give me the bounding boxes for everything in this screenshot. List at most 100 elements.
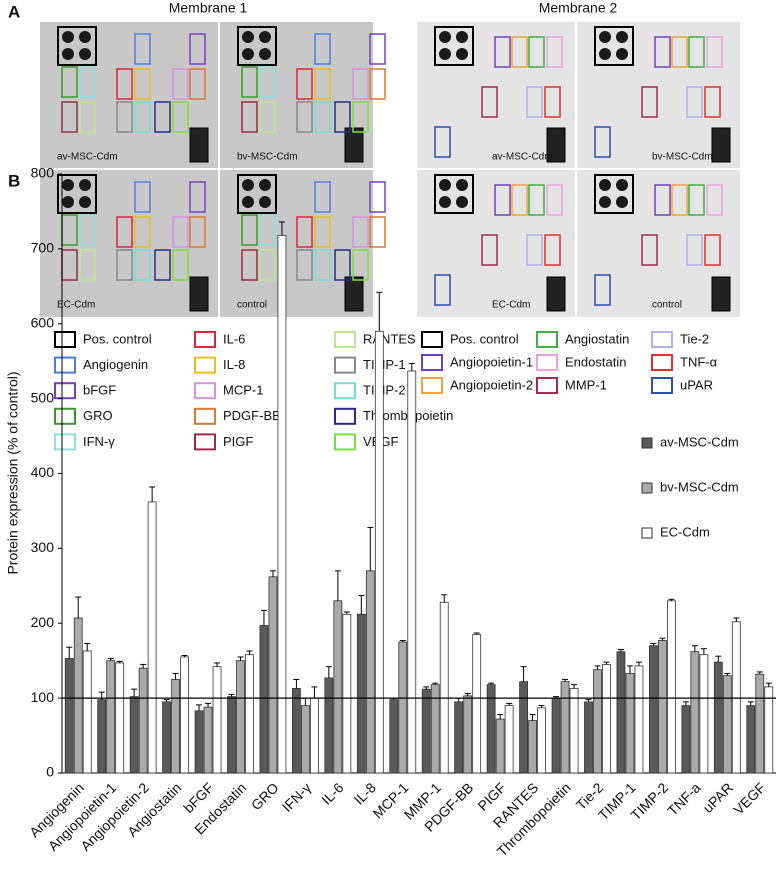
spot-box [526,234,543,266]
legend-label: IL-6 [223,331,245,346]
y-tick-label: 600 [31,314,55,330]
legend-label: Endostatin [565,354,626,369]
spot-box [296,101,313,133]
bar [537,707,546,774]
spot-box [259,214,276,246]
legend-label: Tie-2 [680,331,709,346]
pos-control-box [57,174,97,214]
legend-label: bFGF [83,383,116,398]
spot-box [511,36,528,68]
spot [79,31,91,43]
legend-label: MMP-1 [565,377,607,392]
spot-box [369,181,386,213]
spot-box [704,86,721,118]
bar [454,701,464,774]
bar [569,687,579,774]
legend-label: uPAR [680,377,713,392]
spot-box [334,101,351,133]
legend-label: PDGF-BB [223,408,281,423]
bar [301,705,310,774]
y-tick-label: 300 [31,539,55,555]
spot [456,179,468,191]
spot-box [594,126,611,158]
spot-box [641,86,658,118]
legend-swatch [334,331,356,348]
legend-label: IL-8 [223,357,245,372]
membrane-title: Membrane 2 [539,0,618,16]
spot [259,179,271,191]
sample-label: control [652,300,682,311]
bar [333,600,343,774]
spot [79,48,91,60]
spot [62,196,74,208]
legend-swatch [54,382,76,400]
spot-box [134,216,151,248]
legend-swatch [536,377,558,394]
bar [713,661,723,774]
spot-box [154,101,171,133]
bar [528,720,537,774]
spot-box [481,86,498,118]
bar [212,666,222,774]
y-tick-label: 100 [31,689,55,705]
spot-box [369,33,386,65]
spot [439,31,451,43]
x-tick-label: uPAR [700,779,736,815]
spot-box [172,249,189,281]
legend-swatch [54,331,76,348]
bar [292,687,301,774]
spot [79,196,91,208]
spot [62,31,74,43]
bar [731,621,741,774]
spot-box [314,33,331,65]
pos-control-box [594,174,634,214]
pos-control-box [711,127,731,163]
bar [374,330,384,774]
spot-box [434,274,451,306]
spot [259,31,271,43]
bar [227,696,236,774]
x-tick-label: VEGF [730,779,768,817]
spot-box [314,101,331,133]
spot-box [369,216,386,248]
spot [62,179,74,191]
legend-label: GRO [83,408,113,423]
legend-label: Angiopoietin-1 [450,354,533,369]
sample-label: bv-MSC-Cdm [652,152,713,163]
bar [259,625,269,774]
bar [519,681,528,774]
spot [439,179,451,191]
bar [277,234,287,774]
spot-box [594,274,611,306]
legend-swatch [194,407,216,425]
spot-box [654,36,671,68]
pos-control-box [189,276,209,312]
spot-box [79,66,96,98]
spot-box [296,216,313,248]
spot-box [314,249,331,281]
spot-box [481,234,498,266]
bar [472,634,482,774]
bar [658,640,667,774]
bar [115,662,125,774]
spot-box [241,249,258,281]
bar [310,697,319,774]
pos-control-box [594,26,634,66]
spot-box [688,36,705,68]
spot-box [704,234,721,266]
spot-box [134,249,151,281]
spot-box [134,181,151,213]
legend-label: TNF-α [680,354,718,369]
legend-swatch [421,354,443,371]
spot-box [134,101,151,133]
legend-label: Angiopoietin-2 [450,377,533,392]
bar [64,658,74,774]
bar [138,667,148,774]
bar [129,696,139,774]
spot-box [654,184,671,216]
spot-box [189,68,206,100]
y-axis-title: Protein expression (% of control) [5,371,21,574]
spot-box [352,216,369,248]
spot-box [172,101,189,133]
legend-label: bv-MSC-Cdm [660,479,739,494]
